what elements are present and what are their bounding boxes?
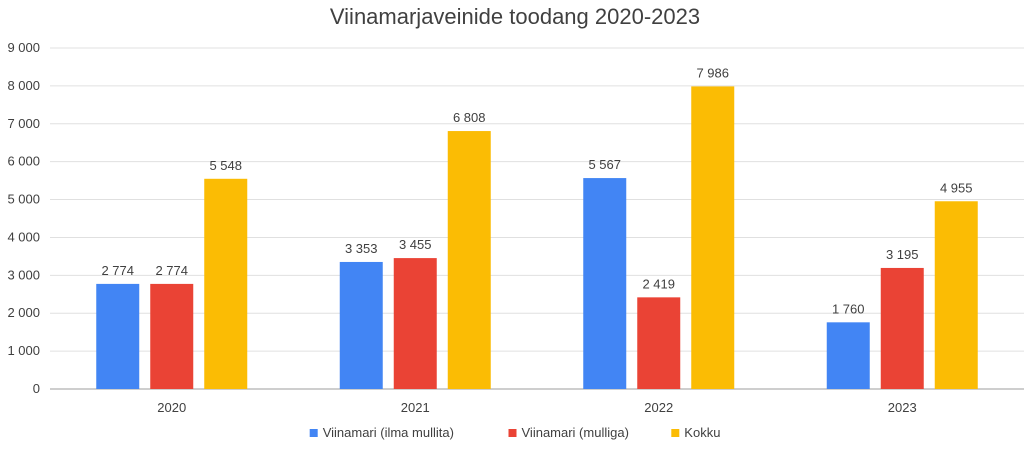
x-tick-label: 2022 [644,400,673,415]
legend-swatch [508,429,517,437]
bar [934,201,978,389]
data-label: 3 195 [886,247,919,262]
y-tick-label: 2 000 [7,305,40,320]
data-label: 2 419 [642,276,675,291]
bar [583,178,627,389]
chart-title: Viinamarjaveinide toodang 2020-2023 [330,4,700,29]
bar [339,261,383,389]
bar [96,283,140,389]
legend-swatch [671,429,680,437]
y-tick-label: 0 [33,381,40,396]
bar [826,322,870,389]
data-labels: 2 774 2 774 5 548 3 353 3 455 6 808 5 567 2 419… [101,65,972,316]
y-tick-label: 5 000 [7,192,40,207]
bar [150,283,194,389]
y-tick-label: 6 000 [7,154,40,169]
y-tick-label: 9 000 [7,40,40,55]
bar [637,297,681,389]
data-label: 3 353 [345,241,378,256]
gridlines [50,47,1024,390]
y-tick-label: 8 000 [7,78,40,93]
x-tick-label: 2023 [888,400,917,415]
y-axis: 0 1 000 2 000 3 000 4 000 5 000 6 000 7 000 8 00… [7,40,40,396]
bar [204,178,248,389]
bar [447,131,491,390]
legend-label: Viinamari (mulliga) [522,425,629,440]
x-axis: 2020 2021 2022 2023 [157,400,916,415]
bar [880,267,924,389]
legend-label: Viinamari (ilma mullita) [323,425,454,440]
data-label: 5 567 [588,157,621,172]
data-label: 1 760 [832,301,865,316]
y-tick-label: 1 000 [7,343,40,358]
bar [393,258,437,389]
y-tick-label: 3 000 [7,267,40,282]
legend-swatch [309,429,318,437]
data-label: 3 455 [399,237,432,252]
data-label: 2 774 [155,263,188,278]
y-tick-label: 4 000 [7,229,40,244]
data-label: 6 808 [453,110,486,125]
data-label: 5 548 [209,158,242,173]
data-label: 2 774 [101,263,134,278]
bar [691,86,735,389]
bars [96,86,978,390]
data-label: 4 955 [940,180,973,195]
legend-label: Kokku [684,425,720,440]
y-tick-label: 7 000 [7,116,40,131]
data-label: 7 986 [696,65,729,80]
x-tick-label: 2020 [157,400,186,415]
x-tick-label: 2021 [401,400,430,415]
legend: Viinamari (ilma mullita) Viinamari (mulli… [309,425,720,440]
